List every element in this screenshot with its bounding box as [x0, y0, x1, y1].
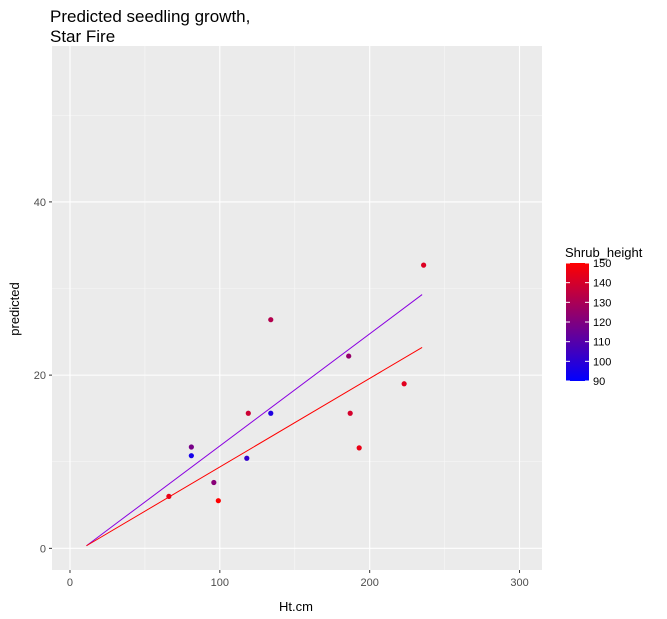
data-point	[211, 479, 217, 486]
data-point	[268, 317, 274, 323]
legend-ticks: 90 100 110 120 130 140 150	[566, 258, 611, 388]
data-point	[401, 381, 407, 387]
x-tick-label: 100	[211, 577, 229, 589]
legend-tick-label: 90	[593, 376, 605, 388]
data-point	[346, 353, 352, 359]
legend-tick-label: 140	[593, 278, 611, 290]
data-point	[166, 493, 172, 499]
data-point	[215, 498, 221, 504]
plot-panel	[52, 46, 542, 570]
y-axis-ticks: 0 20 40	[34, 197, 52, 555]
legend-title: Shrub_height	[565, 245, 643, 260]
legend-tick-label: 150	[593, 258, 611, 270]
legend-color-bar	[566, 263, 589, 381]
y-tick-label: 20	[34, 370, 46, 382]
data-point	[188, 453, 194, 459]
legend-tick-label: 120	[593, 317, 611, 329]
fit-line-1	[86, 294, 423, 547]
fit-line-2	[86, 346, 423, 547]
y-axis-title: predicted	[7, 282, 22, 335]
y-tick-label: 40	[34, 197, 46, 209]
plot-area	[52, 46, 542, 570]
x-axis-ticks: 0 100 200 300	[67, 570, 529, 589]
x-tick-label: 300	[510, 577, 528, 589]
legend-tick-label: 100	[593, 356, 611, 368]
legend-tick-label: 130	[593, 297, 611, 309]
data-point	[421, 262, 427, 268]
data-point	[347, 410, 353, 416]
data-point	[244, 455, 250, 461]
data-point	[245, 410, 251, 416]
legend-tick-label: 110	[593, 337, 611, 349]
color-legend: Shrub_height 90 100 110 120 130 140 150	[565, 245, 643, 388]
x-axis-title: Ht.cm	[279, 599, 313, 614]
chart-title-line-2: Star Fire	[50, 27, 115, 46]
x-tick-label: 200	[360, 577, 378, 589]
y-tick-label: 0	[40, 543, 46, 555]
data-point	[188, 444, 194, 450]
x-tick-label: 0	[67, 577, 73, 589]
data-point	[268, 410, 274, 416]
chart-title-line-1: Predicted seedling growth,	[50, 7, 250, 26]
data-point	[356, 445, 362, 451]
